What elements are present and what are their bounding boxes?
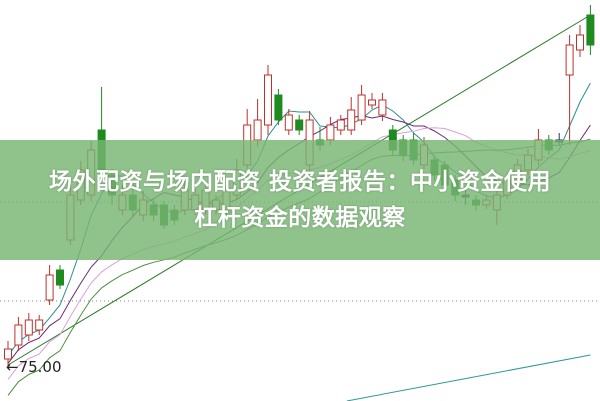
candle-body [274,94,283,121]
candle-body [326,124,335,141]
candle-body [368,99,376,106]
arrow-left-icon: ← [6,358,19,376]
candle-body [45,274,54,301]
candle-body [357,94,366,121]
candle-body [14,324,23,346]
candle-body [24,319,33,336]
candle-body [264,74,272,126]
title-banner: 场外配资与场内配资 投资者报告：中小资金使用 杠杆资金的数据观察 [0,140,600,260]
ma120-line [346,354,591,401]
candle-body [284,114,293,131]
title-line-1: 场外配资与场内配资 投资者报告：中小资金使用 [48,169,551,195]
title-line-2: 杠杆资金的数据观察 [194,205,406,231]
candle-body [336,119,345,131]
candle-body [295,119,304,131]
candle-body [253,119,262,141]
candle-body [586,14,595,46]
price-label: ← 75.00 [6,358,62,376]
candle-body [576,34,584,51]
candle-body [35,319,44,331]
candle-body [4,348,12,360]
candle-body [347,109,356,131]
candle-body [378,99,387,116]
candle-body [565,44,574,76]
price-label-text: 75.00 [18,358,62,376]
candle-body [56,269,64,286]
